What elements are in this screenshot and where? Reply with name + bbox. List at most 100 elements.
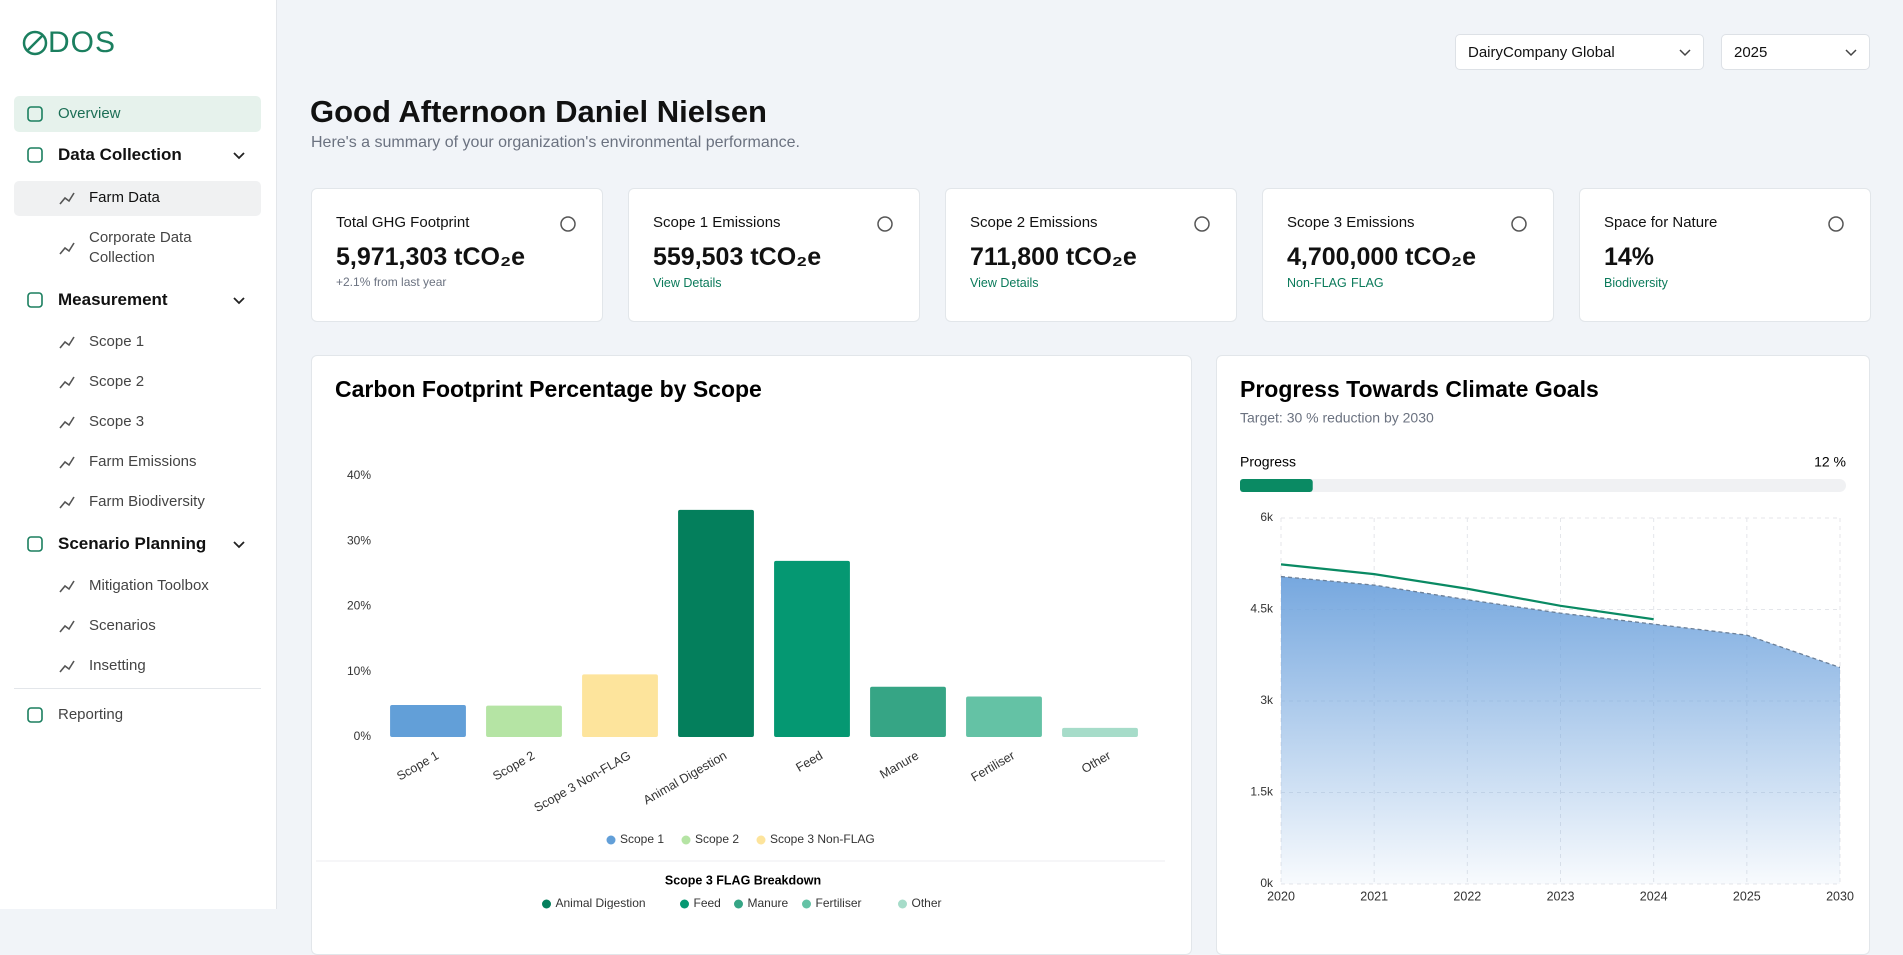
card-link[interactable]: View Details	[970, 276, 1039, 290]
logo-icon	[22, 30, 48, 56]
nav-icon	[59, 580, 75, 593]
legend-swatch	[681, 835, 691, 845]
legend-swatch	[542, 899, 551, 909]
line	[1280, 563, 1654, 621]
bar	[870, 686, 946, 737]
bar	[678, 509, 754, 737]
legend-label: Manure	[748, 896, 789, 909]
area-edge	[1280, 575, 1841, 669]
nav-subitem[interactable]: Corporate Data Collection	[89, 229, 192, 266]
card-title: Scope 2 Emissions	[970, 214, 1098, 231]
nav-subitem[interactable]: Insetting	[89, 657, 146, 674]
card-icon	[877, 216, 893, 232]
nav-item[interactable]: Scenario Planning	[58, 534, 207, 553]
nav-item[interactable]: Overview	[58, 105, 121, 122]
nav-subitem[interactable]: Scope 2	[89, 373, 145, 390]
year-select[interactable]: 2025	[1721, 34, 1870, 70]
nav-icon	[27, 106, 43, 122]
subtitle: Here's a summary of your organization's …	[311, 134, 800, 151]
chevron[interactable]	[232, 296, 246, 306]
chevron	[1845, 49, 1857, 57]
nav-subitem[interactable]: Scope 1	[89, 333, 145, 350]
card-title: Scope 3 Emissions	[1287, 214, 1415, 231]
area	[1281, 576, 1840, 884]
charts: Carbon Footprint Percentage by Scope 0% 10…	[316, 376, 1854, 909]
nav-icon	[59, 376, 75, 389]
x-tick-label: 2023	[1547, 889, 1575, 903]
nav-subitem[interactable]: Mitigation Toolbox	[89, 577, 209, 594]
card-link[interactable]: FLAG	[1351, 276, 1384, 290]
kpi-card: Scope 1 Emissions 559,503 tCO₂e View Detai…	[628, 188, 920, 322]
kpi-card: Scope 3 Emissions 4,700,000 tCO₂e Non-FLAG…	[1262, 188, 1554, 322]
y-tick-label: 0k	[1260, 876, 1274, 890]
card-link[interactable]: Non-FLAG	[1287, 276, 1347, 290]
chart-title: Progress Towards Climate Goals	[1240, 376, 1599, 402]
y-tick-label: 20%	[347, 599, 371, 613]
x-tick-label: Scope 2	[490, 748, 537, 783]
card-link[interactable]: Biodiversity	[1604, 276, 1668, 290]
bar	[1062, 727, 1138, 737]
x-tick-label: 2030	[1826, 889, 1854, 903]
legend-swatch	[802, 899, 811, 909]
x-tick-label: Fertiliser	[969, 748, 1018, 784]
org-text: DairyCompany Global	[1468, 43, 1615, 61]
card-value: 711,800 tCO₂e	[970, 243, 1137, 271]
legend-swatch	[898, 899, 907, 909]
progress-track	[1240, 479, 1846, 492]
legend-swatch	[680, 899, 689, 909]
legend-label: Scope 3 Non-FLAG	[770, 832, 875, 846]
legend-label: Other	[912, 896, 942, 909]
legend-label: Scope 2	[695, 832, 739, 846]
x-tick-label: Animal Digestion	[641, 748, 729, 807]
x-tick-label: Other	[1079, 748, 1113, 776]
legend-label: Animal Digestion	[556, 896, 646, 909]
x-tick-label: 2020	[1267, 889, 1295, 903]
card-value: 5,971,303 tCO₂e	[336, 243, 526, 271]
nav-subitem[interactable]: Farm Data	[89, 189, 160, 206]
x-tick-label: 2022	[1453, 889, 1481, 903]
nav-subitem[interactable]: Farm Emissions	[89, 453, 197, 470]
card-icon	[1828, 216, 1844, 232]
legend-swatch	[606, 835, 616, 845]
card-note: +2.1% from last year	[336, 275, 447, 289]
chevron	[1679, 49, 1691, 57]
nav-icon	[27, 292, 43, 308]
nav-subitem[interactable]: Farm Biodiversity	[89, 493, 205, 510]
nav-icon	[59, 336, 75, 349]
x-tick-label: 2024	[1640, 889, 1668, 903]
bar	[390, 705, 466, 737]
y-tick-label: 4.5k	[1250, 602, 1274, 616]
nav-item[interactable]: Data Collection	[58, 145, 182, 164]
nav-item[interactable]: Reporting	[58, 706, 124, 723]
progress-value: 12 %	[1814, 454, 1846, 470]
logo-text: DOS	[48, 26, 117, 59]
chevron[interactable]	[232, 151, 246, 161]
legend-swatch	[756, 835, 766, 845]
bar	[774, 560, 850, 737]
y-tick-label: 1.5k	[1250, 785, 1274, 799]
chart-subtitle: Target: 30 % reduction by 2030	[1240, 410, 1434, 426]
card-value: 559,503 tCO₂e	[653, 243, 822, 271]
kpi-card: Space for Nature 14% Biodiversity	[1579, 188, 1871, 322]
nav-subitem[interactable]: Scenarios	[89, 617, 156, 634]
logo[interactable]: DOS	[22, 26, 116, 60]
kpi-card: Total GHG Footprint 5,971,303 tCO₂e +2.1% …	[311, 188, 603, 322]
chevron[interactable]	[232, 540, 246, 550]
x-tick-label: Manure	[877, 748, 921, 781]
nav-icon	[59, 416, 75, 429]
progress-label: Progress	[1240, 454, 1296, 470]
nav-icon	[59, 660, 75, 673]
bar	[966, 696, 1042, 737]
nav-icon	[59, 620, 75, 633]
nav-icon	[27, 707, 43, 723]
card-link[interactable]: View Details	[653, 276, 722, 290]
nav-icon	[59, 242, 75, 255]
nav-icon	[59, 496, 75, 509]
nav-icon	[27, 147, 43, 163]
nav-subitem[interactable]: Scope 3	[89, 413, 145, 430]
nav-item[interactable]: Measurement	[58, 290, 168, 309]
card-icon	[1511, 216, 1527, 232]
card-title: Total GHG Footprint	[336, 214, 470, 231]
y-tick-label: 40%	[347, 468, 371, 482]
org-select[interactable]: DairyCompany Global	[1455, 34, 1704, 70]
